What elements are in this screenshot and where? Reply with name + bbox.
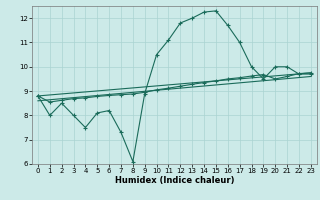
X-axis label: Humidex (Indice chaleur): Humidex (Indice chaleur) (115, 176, 234, 185)
